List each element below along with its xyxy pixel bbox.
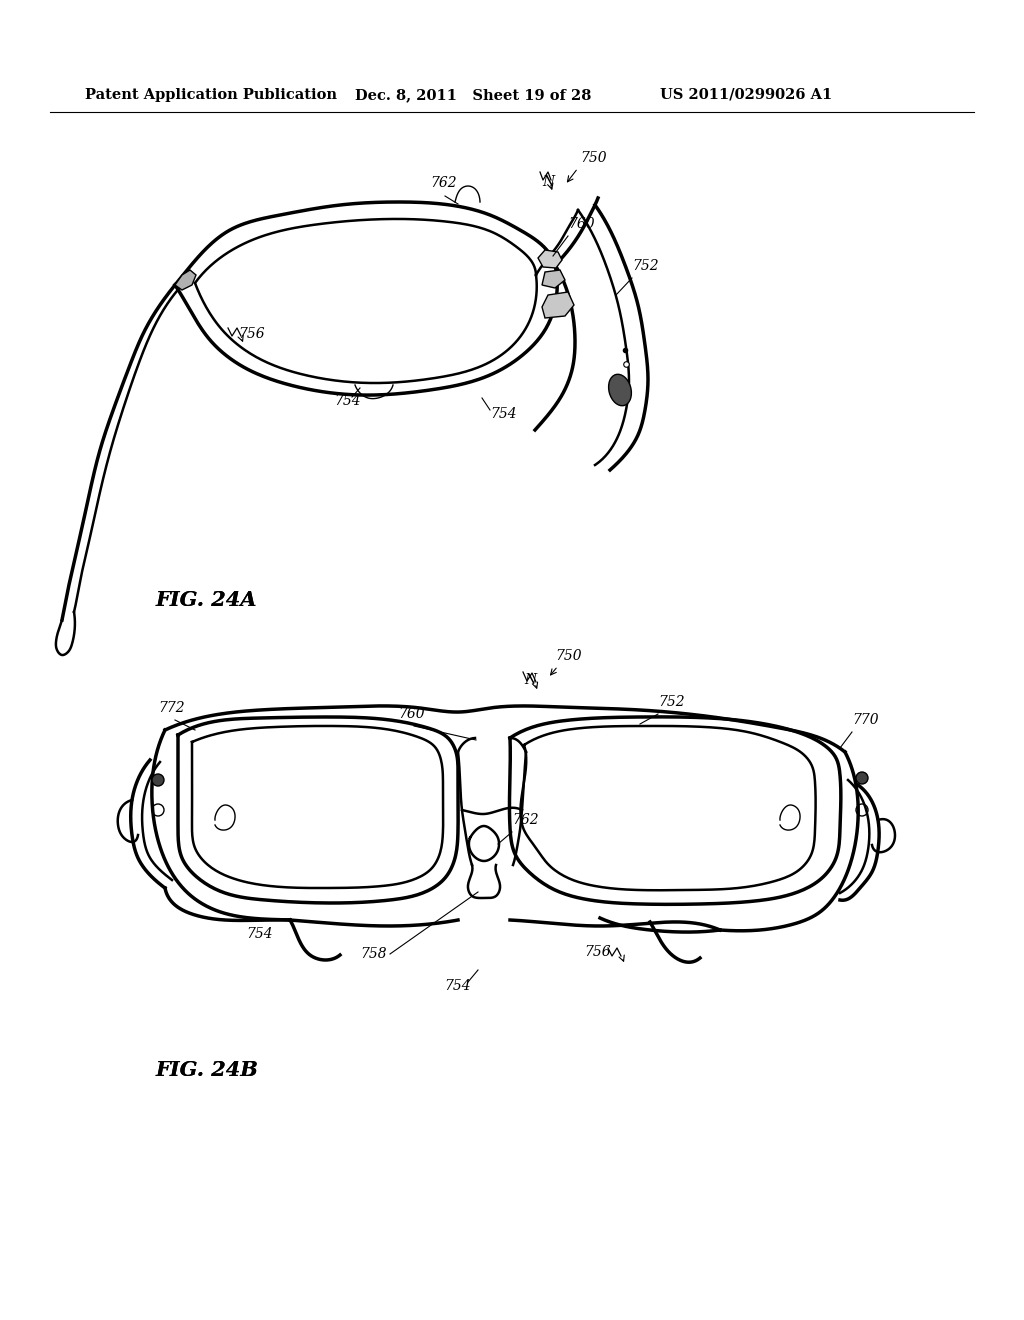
Polygon shape xyxy=(542,292,574,318)
Text: 772: 772 xyxy=(158,701,184,715)
Text: Patent Application Publication: Patent Application Publication xyxy=(85,88,337,102)
Text: Dec. 8, 2011   Sheet 19 of 28: Dec. 8, 2011 Sheet 19 of 28 xyxy=(355,88,592,102)
Text: N: N xyxy=(524,673,536,686)
Text: 752: 752 xyxy=(632,259,658,273)
Text: 750: 750 xyxy=(580,150,606,165)
Text: 762: 762 xyxy=(512,813,539,828)
Circle shape xyxy=(856,772,868,784)
Text: FIG. 24A: FIG. 24A xyxy=(155,590,256,610)
Text: FIG. 24B: FIG. 24B xyxy=(155,1060,258,1080)
Text: FIG. 24B: FIG. 24B xyxy=(155,1060,258,1080)
Text: 760: 760 xyxy=(398,708,425,721)
Circle shape xyxy=(152,774,164,785)
Text: 756: 756 xyxy=(238,327,264,341)
Text: 754: 754 xyxy=(335,393,361,408)
Text: FIG. 24A: FIG. 24A xyxy=(155,590,256,610)
Text: 752: 752 xyxy=(658,696,685,709)
Polygon shape xyxy=(175,271,196,290)
Text: 754: 754 xyxy=(444,979,471,993)
Text: 770: 770 xyxy=(852,713,879,727)
Text: 750: 750 xyxy=(555,649,582,663)
Text: US 2011/0299026 A1: US 2011/0299026 A1 xyxy=(660,88,833,102)
Ellipse shape xyxy=(608,375,632,405)
Text: N: N xyxy=(542,176,554,189)
Text: 760: 760 xyxy=(568,216,595,231)
Text: 762: 762 xyxy=(430,176,457,190)
Text: 758: 758 xyxy=(360,946,387,961)
Text: 754: 754 xyxy=(247,927,273,941)
Polygon shape xyxy=(538,249,562,268)
Polygon shape xyxy=(542,271,565,288)
Text: 754: 754 xyxy=(490,407,517,421)
Text: 756: 756 xyxy=(585,945,611,960)
